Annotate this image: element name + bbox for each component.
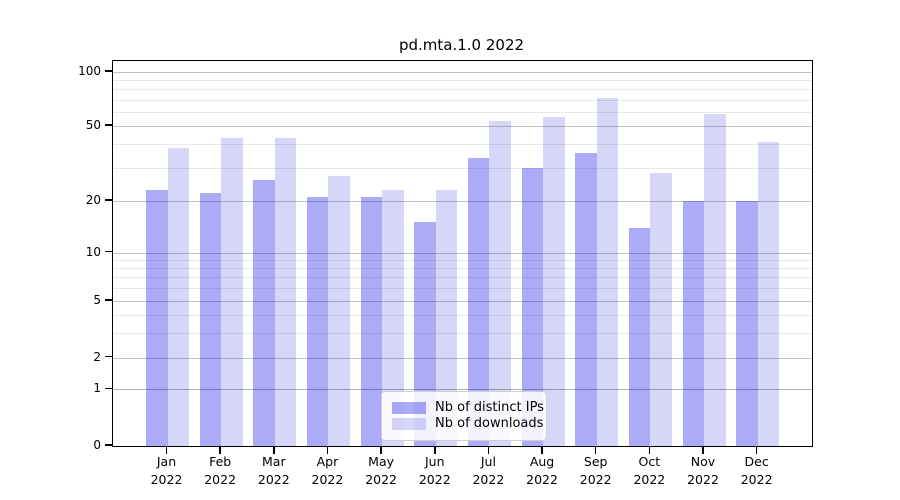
legend-label-downloads: Nb of downloads <box>435 416 544 431</box>
gridline-minor-6 <box>113 288 812 290</box>
legend-swatch-distinct-ips <box>392 402 426 414</box>
gridline-minor-70 <box>113 99 812 101</box>
legend: Nb of distinct IPs Nb of downloads <box>381 391 547 441</box>
x-tick-label-aug: Aug 2022 <box>526 454 558 487</box>
y-tick-label-5: 5 <box>93 293 101 307</box>
gridline-minor-60 <box>113 111 812 113</box>
y-tick-label-1: 1 <box>93 381 101 396</box>
x-tick-label-may: May 2022 <box>365 454 397 487</box>
gridline-minor-90 <box>113 80 812 82</box>
bar-distinct-ips-aug <box>521 167 544 446</box>
y-tick-mark-0 <box>105 444 112 446</box>
bar-distinct-ips-dec <box>736 201 758 446</box>
bar-distinct-ips-jun <box>414 222 436 446</box>
y-tick-mark-5 <box>105 299 112 301</box>
gridline-major-20 <box>113 201 812 202</box>
bar-distinct-ips-sep <box>575 152 597 446</box>
y-tick-mark-100 <box>105 70 112 72</box>
gridline-minor-9 <box>113 259 812 261</box>
bar-downloads-feb <box>221 138 243 446</box>
x-tick-mark-feb <box>219 446 221 454</box>
y-tick-mark-20 <box>105 199 112 201</box>
bar-distinct-ips-apr <box>306 197 329 446</box>
bar-distinct-ips-feb <box>199 193 222 446</box>
x-tick-label-oct: Oct 2022 <box>633 454 666 487</box>
plot-area: Nb of distinct IPs Nb of downloads <box>112 60 813 447</box>
bar-downloads-mar <box>274 138 297 446</box>
x-tick-label-nov: Nov 2022 <box>687 454 719 487</box>
y-tick-label-2: 2 <box>93 349 101 364</box>
bar-downloads-aug <box>543 117 565 446</box>
x-tick-mark-dec <box>755 446 758 454</box>
bar-distinct-ips-mar <box>253 179 275 446</box>
bar-downloads-jun <box>435 189 458 446</box>
x-tick-mark-jun <box>433 446 436 454</box>
gridline-major-2 <box>113 357 812 359</box>
bar-distinct-ips-oct <box>628 227 651 446</box>
gridline-major-10 <box>113 252 812 254</box>
y-tick-label-10: 10 <box>85 244 101 259</box>
gridline-minor-30 <box>113 167 812 169</box>
bar-distinct-ips-may <box>360 197 383 446</box>
gridline-major-1 <box>113 389 812 391</box>
bar-downloads-may <box>382 189 404 446</box>
x-tick-mark-apr <box>326 446 329 454</box>
x-tick-label-mar: Mar 2022 <box>257 454 290 487</box>
legend-item-distinct-ips: Nb of distinct IPs <box>392 401 544 415</box>
bar-distinct-ips-nov <box>682 201 704 446</box>
bar-downloads-oct <box>650 173 672 446</box>
x-tick-mark-oct <box>648 446 651 454</box>
gridline-minor-8 <box>113 268 812 270</box>
bar-downloads-jul <box>489 121 511 446</box>
legend-label-distinct-ips: Nb of distinct IPs <box>435 400 544 415</box>
x-tick-mark-jan <box>165 446 168 454</box>
gridline-minor-7 <box>113 277 812 279</box>
gridline-major-50 <box>113 126 812 127</box>
y-tick-label-0: 0 <box>93 438 101 452</box>
x-tick-mark-sep <box>594 446 597 454</box>
bar-distinct-ips-jul <box>467 157 490 446</box>
bar-downloads-dec <box>757 142 780 446</box>
y-tick-label-100: 100 <box>78 64 101 78</box>
bar-downloads-apr <box>328 176 350 446</box>
x-tick-mark-may <box>380 446 382 454</box>
gridline-major-5 <box>113 301 812 302</box>
x-tick-label-jul: Jul 2022 <box>472 454 505 487</box>
x-tick-mark-jul <box>487 446 490 454</box>
gridline-minor-4 <box>113 314 812 316</box>
x-tick-mark-mar <box>273 446 275 454</box>
gridline-major-100 <box>113 72 812 73</box>
bar-downloads-nov <box>704 114 726 446</box>
y-tick-mark-10 <box>105 250 112 253</box>
x-tick-mark-aug <box>541 446 543 454</box>
legend-item-downloads: Nb of downloads <box>392 417 543 431</box>
x-tick-label-apr: Apr 2022 <box>311 454 344 487</box>
gridline-minor-80 <box>113 89 812 91</box>
x-tick-label-jan: Jan 2022 <box>150 454 183 487</box>
x-tick-label-dec: Dec 2022 <box>740 454 773 487</box>
gridline-minor-3 <box>113 332 812 334</box>
x-tick-label-sep: Sep 2022 <box>579 454 612 487</box>
legend-swatch-downloads <box>392 418 426 430</box>
y-tick-label-50: 50 <box>85 118 101 132</box>
bar-downloads-jan <box>167 148 189 446</box>
y-tick-mark-2 <box>105 355 112 358</box>
bar-downloads-sep <box>596 97 619 446</box>
x-tick-label-jun: Jun 2022 <box>418 454 451 487</box>
bar-distinct-ips-jan <box>146 189 168 446</box>
chart-title: pd.mta.1.0 2022 <box>398 36 525 54</box>
x-tick-label-feb: Feb 2022 <box>204 454 237 487</box>
y-tick-mark-50 <box>105 124 112 126</box>
y-tick-label-20: 20 <box>85 193 101 207</box>
gridline-minor-40 <box>113 144 812 146</box>
x-tick-mark-nov <box>702 446 704 454</box>
y-tick-mark-1 <box>105 387 112 390</box>
